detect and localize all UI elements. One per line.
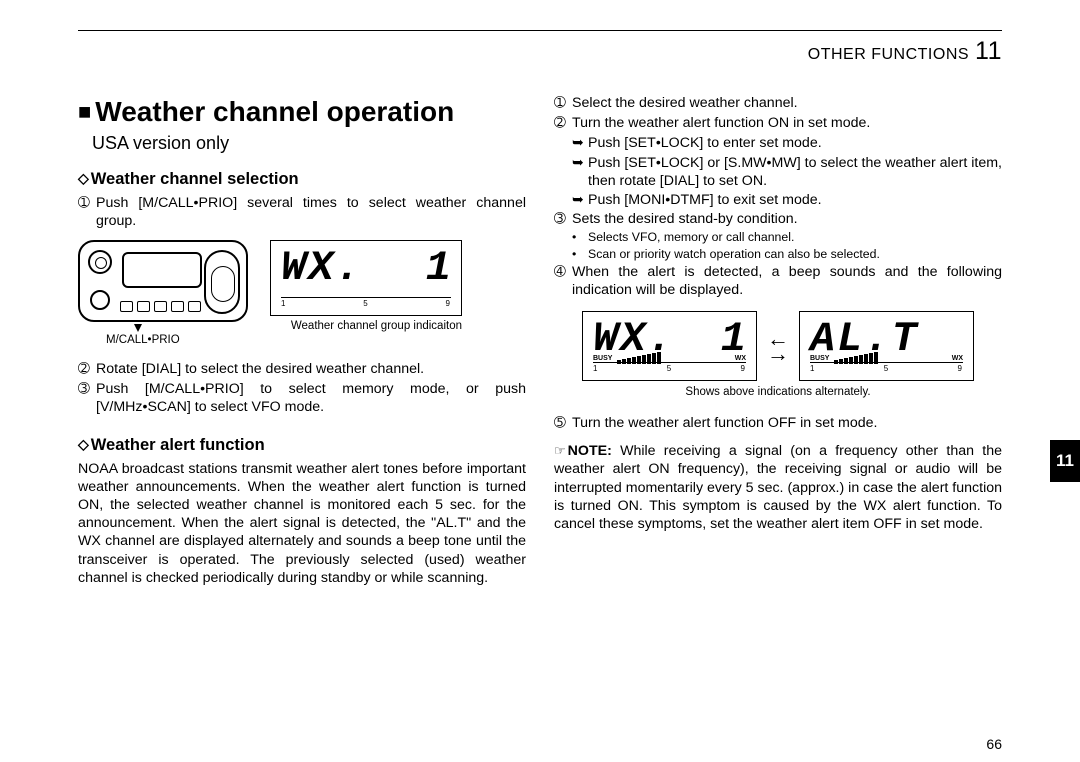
- page: OTHER FUNCTIONS 11 ■Weather channel oper…: [78, 30, 1002, 742]
- lcd-display: WX. 1 1 5 9: [270, 240, 462, 316]
- note-paragraph: ☞NOTE: While receiving a signal (on a fr…: [554, 442, 1002, 533]
- substep: ➥Push [SET•LOCK] to enter set mode.: [572, 134, 1002, 152]
- page-title: ■Weather channel operation: [78, 94, 526, 130]
- step-number: ➁: [78, 360, 96, 378]
- page-header: OTHER FUNCTIONS 11: [78, 37, 1002, 66]
- top-rule: [78, 30, 1002, 31]
- step: ➄Turn the weather alert function OFF in …: [554, 414, 1002, 432]
- section-number: 11: [975, 37, 1002, 66]
- right-column: ➀Select the desired weather channel. ➁Tu…: [554, 94, 1002, 591]
- step-text: Push [M/CALL•PRIO] several times to sele…: [96, 194, 526, 230]
- radio-screen: [122, 252, 202, 288]
- lcd-display-wx: WX. 1 BUSY WX 1 5 9: [582, 311, 757, 381]
- subtitle: USA version only: [92, 132, 526, 155]
- lcd-big-text: WX. 1: [281, 247, 453, 289]
- step-number: ➂: [78, 380, 96, 416]
- pair-caption: Shows above indications alternately.: [554, 385, 1002, 400]
- radio-btn: [137, 301, 150, 312]
- left-column: ■Weather channel operation USA version o…: [78, 94, 526, 591]
- radio-btn: [154, 301, 167, 312]
- step: ➁Turn the weather alert function ON in s…: [554, 114, 1002, 132]
- main-dial: [204, 250, 240, 314]
- lcd-display-alt: AL.T BUSY WX 1 5 9: [799, 311, 974, 381]
- section-weather-alert: ◇Weather alert function: [78, 435, 526, 456]
- small-knob-bottom: [90, 290, 110, 310]
- arrow-down-icon: [134, 324, 142, 332]
- square-bullet-icon: ■: [78, 99, 91, 124]
- side-tab: 11: [1050, 440, 1080, 482]
- lcd-scale: 1 5 9: [281, 297, 451, 309]
- step: ➂ Push [M/CALL•PRIO] to select memory mo…: [78, 380, 526, 416]
- figure-row: M/CALL•PRIO WX. 1 1 5 9 Weat: [78, 240, 526, 348]
- step: ➁ Rotate [DIAL] to select the desired we…: [78, 360, 526, 378]
- radio-buttons: [120, 301, 201, 312]
- small-knob-top: [88, 250, 112, 274]
- columns: ■Weather channel operation USA version o…: [78, 94, 1002, 591]
- substep: ➥Push [SET•LOCK] or [S.MW•MW] to select …: [572, 154, 1002, 190]
- lcd-figure-1: WX. 1 1 5 9 Weather channel group indica…: [270, 240, 462, 334]
- step: ➀ Push [M/CALL•PRIO] several times to se…: [78, 194, 526, 230]
- double-arrow-icon: ←→: [767, 331, 789, 362]
- lcd-caption: Weather channel group indicaiton: [270, 319, 462, 334]
- lcd-scale: 1 5 9: [810, 362, 963, 374]
- step-text: Push [M/CALL•PRIO] to select memory mode…: [96, 380, 526, 416]
- substep-small: •Selects VFO, memory or call channel.: [572, 230, 1002, 245]
- substep: ➥Push [MONI•DTMF] to exit set mode.: [572, 191, 1002, 209]
- radio-btn: [120, 301, 133, 312]
- step-number: ➀: [78, 194, 96, 230]
- note-label: NOTE:: [568, 443, 612, 459]
- weather-alert-paragraph: NOAA broadcast stations transmit weather…: [78, 460, 526, 587]
- diamond-bullet-icon: ◇: [78, 170, 89, 186]
- step-text: Rotate [DIAL] to select the desired weat…: [96, 360, 526, 378]
- note-hand-icon: ☞: [554, 443, 566, 460]
- lcd-pair-figure: WX. 1 BUSY WX 1 5 9 ←→: [554, 311, 1002, 381]
- radio-device-icon: [78, 240, 248, 322]
- diamond-bullet-icon: ◇: [78, 436, 89, 452]
- radio-caption: M/CALL•PRIO: [106, 333, 248, 348]
- lcd-scale: 1 5 9: [593, 362, 746, 374]
- note-text: While receiving a signal (on a frequency…: [554, 443, 1002, 532]
- step: ➀Select the desired weather channel.: [554, 94, 1002, 112]
- radio-figure: M/CALL•PRIO: [78, 240, 248, 348]
- step: ➂Sets the desired stand-by condition.: [554, 210, 1002, 228]
- radio-btn: [188, 301, 201, 312]
- page-number: 66: [986, 736, 1002, 752]
- section-weather-selection: ◇Weather channel selection: [78, 169, 526, 190]
- section-title: OTHER FUNCTIONS: [808, 46, 969, 64]
- substep-small: •Scan or priority watch operation can al…: [572, 247, 1002, 262]
- radio-btn: [171, 301, 184, 312]
- step: ➃When the alert is detected, a beep soun…: [554, 263, 1002, 299]
